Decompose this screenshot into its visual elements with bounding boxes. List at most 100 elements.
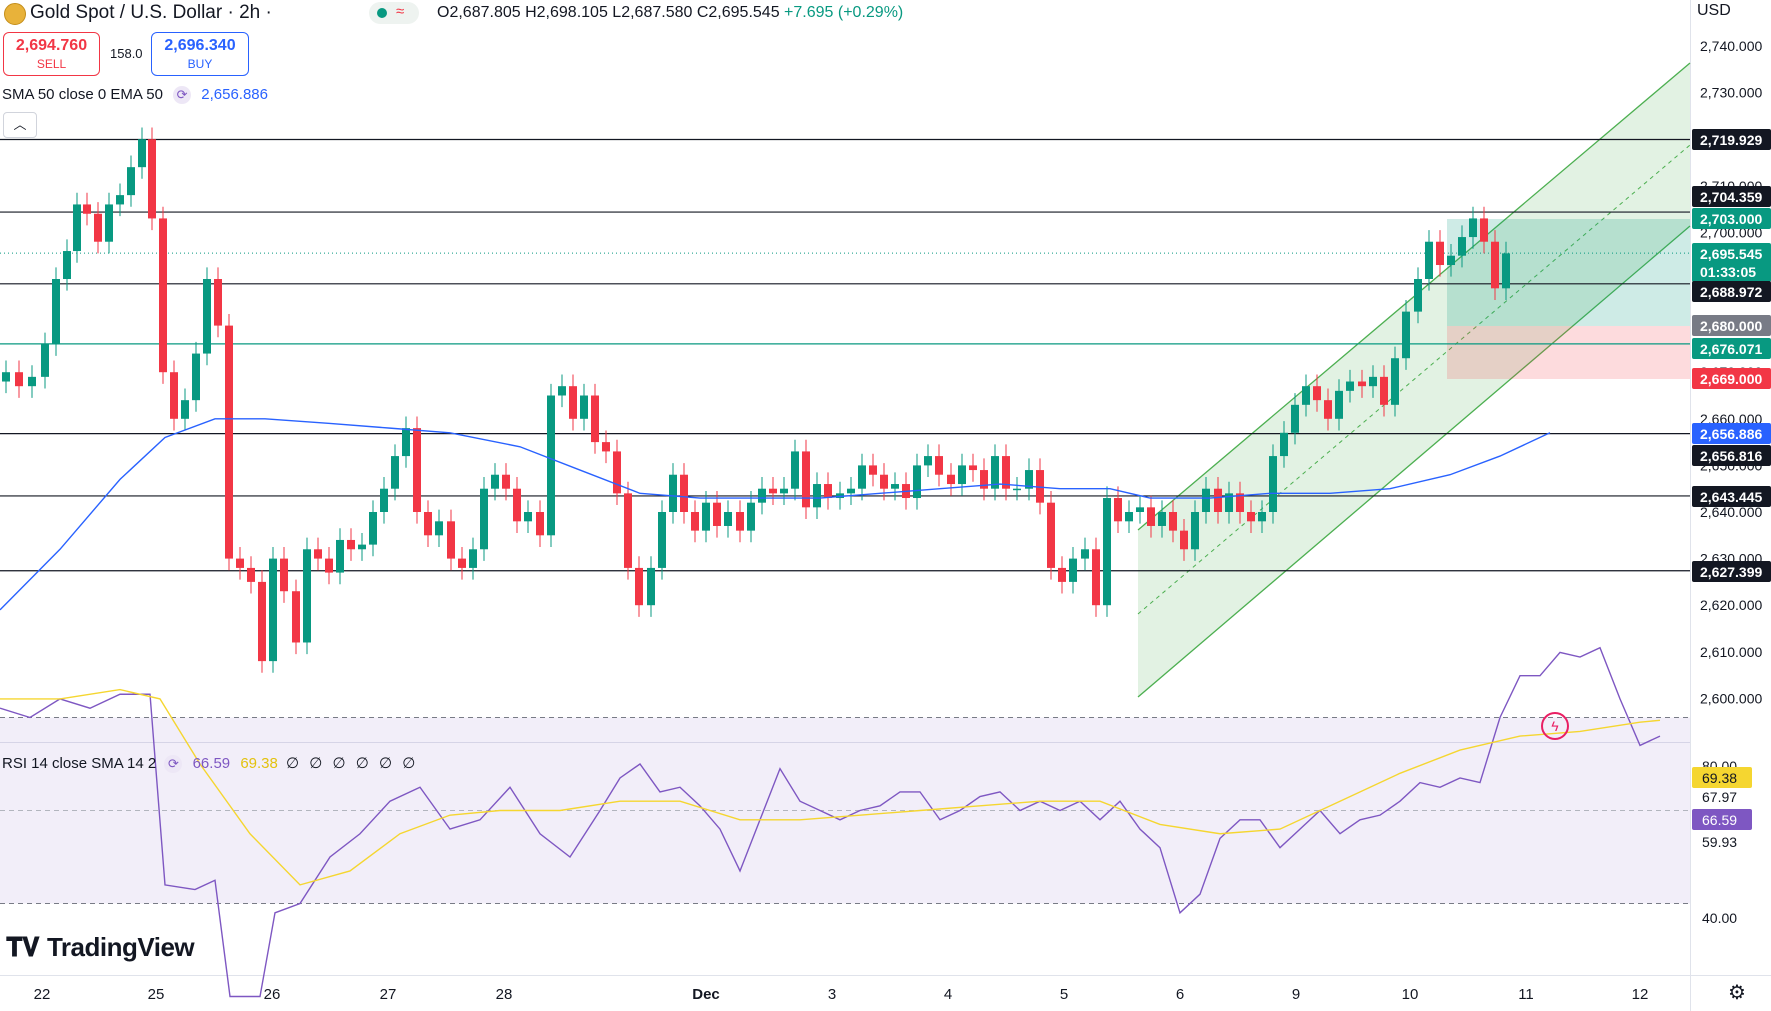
- price-tag-label: 2,695.545: [1700, 246, 1762, 262]
- candle-body: [325, 558, 333, 573]
- candle-body: [1491, 241, 1499, 289]
- candle-body: [127, 167, 135, 196]
- ema-50-line: [0, 418, 1551, 611]
- tradingview-logo[interactable]: 𝐓𝐕 TradingView: [6, 932, 195, 962]
- buy-button[interactable]: 2,696.340 BUY: [151, 32, 249, 76]
- time-tick-label: 9: [1292, 986, 1300, 1003]
- candle-body: [1092, 549, 1100, 606]
- price-tag-label: 2,676.071: [1700, 341, 1762, 357]
- candle-body: [1502, 253, 1510, 289]
- rsi-sma-line: [0, 688, 1661, 886]
- candle-body: [159, 218, 167, 373]
- candle-body: [524, 512, 532, 522]
- price-tag: [1692, 129, 1771, 150]
- candle-body: [181, 400, 189, 419]
- price-tick-label: 2,660.000: [1700, 411, 1762, 427]
- spread-value: 158.0: [110, 46, 143, 61]
- candle-body: [847, 488, 855, 494]
- candle-body: [391, 456, 399, 489]
- position-loss-zone: [1447, 326, 1690, 379]
- time-tick-label: 22: [34, 986, 51, 1003]
- candle-body: [1402, 311, 1410, 359]
- candle-body: [402, 428, 410, 457]
- candle-body: [1025, 470, 1033, 489]
- time-tick-label: 11: [1518, 986, 1534, 1003]
- candle-body: [15, 372, 23, 387]
- lightning-icon[interactable]: ϟ: [1541, 712, 1569, 740]
- candle-body: [802, 451, 810, 508]
- candle-body: [1191, 512, 1199, 550]
- candle-body: [958, 465, 966, 485]
- candle-body: [247, 567, 255, 582]
- time-tick-label: 25: [148, 986, 165, 1003]
- candle-body: [314, 549, 322, 559]
- rsi-tag-label: 66.59: [1702, 812, 1737, 828]
- candle-body: [580, 395, 588, 419]
- gold-symbol-icon: [4, 3, 26, 25]
- price-tag-label: 01:33:05: [1700, 264, 1756, 280]
- price-tag-label: 2,704.359: [1700, 189, 1762, 205]
- candle-body: [1058, 567, 1066, 582]
- candle-body: [880, 474, 888, 489]
- candle-body: [170, 372, 178, 419]
- price-tag-label: 2,703.000: [1700, 211, 1762, 227]
- price-tick-label: 2,640.000: [1700, 504, 1762, 520]
- price-tag: [1692, 281, 1771, 302]
- candle-body: [813, 484, 821, 508]
- collapse-legend-button[interactable]: ︿: [3, 112, 37, 138]
- candle-body: [969, 465, 977, 471]
- ema-value: 2,656.886: [201, 86, 268, 103]
- candle-body: [591, 395, 599, 443]
- candle-body: [1302, 386, 1310, 405]
- candle-body: [858, 465, 866, 489]
- price-tag: [1692, 445, 1771, 466]
- candle-body: [73, 204, 81, 252]
- candle-body: [336, 539, 344, 573]
- candle-body: [1391, 358, 1399, 405]
- candle-body: [1469, 218, 1477, 238]
- ema-legend[interactable]: SMA 50 close 0 EMA 50 ⟳ 2,656.886: [2, 86, 268, 104]
- price-tag-label: 2,643.445: [1700, 489, 1762, 505]
- candle-body: [1313, 386, 1321, 401]
- candle-body: [1425, 241, 1433, 279]
- candle-body: [469, 549, 477, 568]
- rsi-label: RSI 14 close SMA 14 2: [2, 755, 157, 772]
- sell-button[interactable]: 2,694.760 SELL: [3, 32, 100, 76]
- candle-body: [1335, 390, 1343, 419]
- close-value: 2,695.545: [708, 4, 780, 21]
- candle-body: [1214, 488, 1222, 512]
- price-tag: [1692, 486, 1771, 507]
- change-value: +7.695 (+0.29%): [784, 4, 904, 21]
- candle-body: [2, 372, 10, 382]
- price-tick-label: 2,730.000: [1700, 85, 1762, 101]
- currency-selector[interactable]: USD: [1697, 2, 1731, 19]
- rsi-legend[interactable]: RSI 14 close SMA 14 2 ⟳ 66.59 69.38 ∅ ∅ …: [2, 754, 418, 773]
- candle-body: [547, 395, 555, 536]
- rsi-refresh-icon[interactable]: ⟳: [164, 755, 183, 773]
- candle-body: [713, 502, 721, 526]
- symbol-title[interactable]: Gold Spot / U.S. Dollar · 2h ·: [30, 2, 272, 23]
- ema-label: SMA 50 close 0 EMA 50: [2, 86, 163, 103]
- candle-body: [1125, 512, 1133, 522]
- chevron-up-icon: ︿: [13, 117, 27, 132]
- candle-body: [1458, 237, 1466, 256]
- high-value: 2,698.105: [536, 4, 608, 21]
- candle-body: [702, 502, 710, 531]
- time-tick-label: 26: [264, 986, 281, 1003]
- candle-body: [769, 488, 777, 494]
- candle-body: [1114, 498, 1122, 522]
- candle-body: [1069, 558, 1077, 582]
- refresh-icon[interactable]: ⟳: [173, 86, 192, 104]
- candle-body: [1169, 512, 1177, 531]
- low-value: 2,687.580: [621, 4, 693, 21]
- gear-icon[interactable]: ⚙: [1728, 982, 1746, 1004]
- price-tag-label: 2,688.972: [1700, 284, 1762, 300]
- candle-body: [347, 539, 355, 550]
- price-tag-label: 2,719.929: [1700, 132, 1762, 148]
- market-status-pill[interactable]: ≈: [369, 2, 419, 24]
- candle-body: [736, 512, 744, 531]
- open-value: 2,687.805: [449, 4, 521, 21]
- candle-body: [447, 521, 455, 559]
- candle-body: [913, 465, 921, 499]
